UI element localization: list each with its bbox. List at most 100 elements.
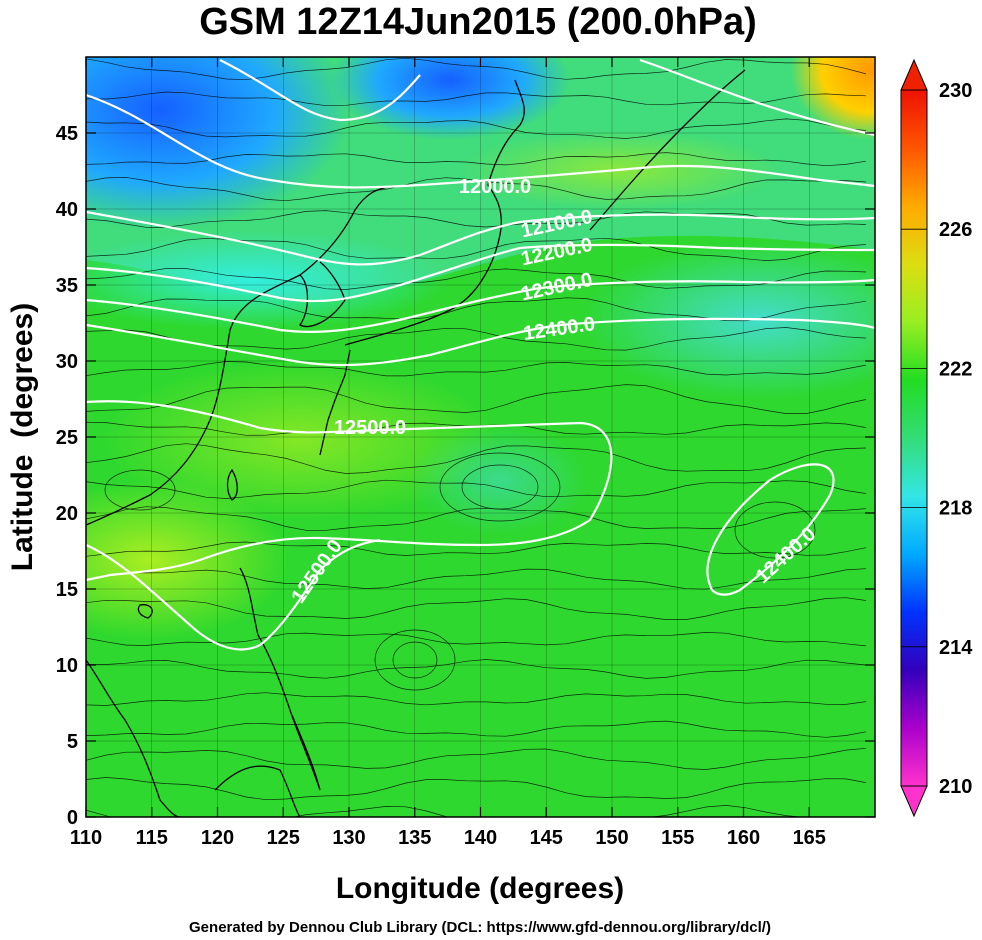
contour-label-12500: 12500.0 — [334, 417, 406, 439]
colorbar: 210 214 218 222 226 230 — [900, 58, 973, 818]
streamline — [86, 805, 804, 817]
contour-12000-north — [219, 59, 421, 122]
streamline — [86, 384, 867, 414]
x-axis-ticks: 110 115 120 125 130 135 140 145 150 155 160 165 — [70, 57, 826, 849]
contour-12000-ne — [639, 58, 875, 137]
streamline — [86, 91, 867, 107]
streamline — [86, 692, 867, 706]
coastlines — [86, 69, 746, 817]
streamline — [86, 237, 867, 261]
y-tick-label: 35 — [56, 275, 78, 297]
x-tick-label: 130 — [332, 827, 365, 849]
colorbar-tick-label: 230 — [939, 80, 972, 102]
colorbar-tick-label: 218 — [939, 498, 972, 520]
y-tick-label: 45 — [56, 123, 78, 145]
y-tick-label: 40 — [56, 199, 78, 221]
contour-12000 — [86, 93, 875, 189]
streamline-eddy — [392, 641, 438, 679]
footer-credit: Generated by Dennou Club Library (DCL: h… — [189, 919, 771, 936]
coastline-taiwan — [226, 468, 238, 501]
x-tick-label: 135 — [398, 827, 431, 849]
streamline — [86, 118, 867, 139]
y-tick-label: 5 — [67, 731, 78, 753]
streamline — [86, 297, 867, 322]
streamline — [86, 152, 867, 167]
field-cyan-high — [410, 425, 590, 535]
streamline-eddy — [104, 469, 176, 511]
contour-12500-south — [86, 538, 381, 651]
x-tick-label: 120 — [201, 827, 234, 849]
height-contours — [86, 58, 875, 651]
field-blue-nw — [86, 57, 350, 230]
streamline — [86, 632, 867, 647]
plot-field — [86, 57, 875, 817]
colorbar-body — [900, 89, 928, 787]
streamline-eddy — [461, 464, 539, 510]
streamline — [86, 479, 867, 499]
y-tick-label: 25 — [56, 427, 78, 449]
streamline — [86, 361, 867, 377]
streamline — [86, 506, 867, 531]
field-yellowgreen-c — [100, 360, 500, 520]
colorbar-bottom-arrow — [900, 785, 928, 818]
colorbar-tick-label: 222 — [939, 358, 972, 380]
streamline — [86, 443, 867, 474]
streamline-eddy — [439, 452, 561, 522]
coastline-japan — [344, 79, 525, 346]
coastline-borneo — [214, 765, 301, 817]
x-tick-label: 165 — [793, 827, 826, 849]
y-tick-label: 0 — [67, 807, 78, 829]
streamline — [86, 777, 867, 801]
streamline — [86, 210, 867, 228]
x-tick-label: 155 — [661, 827, 694, 849]
x-tick-label: 110 — [70, 827, 102, 849]
streamline — [86, 57, 867, 81]
colorbar-tick-label: 210 — [939, 776, 972, 798]
x-tick-label: 160 — [727, 827, 760, 849]
coastline-vietnam — [86, 659, 181, 817]
x-tick-label: 115 — [136, 827, 168, 849]
y-axis-ticks: 0 5 10 15 20 25 30 35 40 45 — [56, 123, 875, 829]
field-blue-n — [330, 57, 570, 140]
x-axis-label: Longitude (degrees) — [336, 872, 624, 905]
streamline-eddy — [374, 629, 456, 691]
x-tick-label: 145 — [530, 827, 563, 849]
coastline-philippines — [239, 567, 321, 791]
field-orange-ne — [790, 57, 875, 140]
y-tick-label: 20 — [56, 503, 78, 525]
contour-label-12000: 12000.0 — [459, 176, 531, 198]
colorbar-tick-label: 226 — [939, 219, 972, 241]
contour-12500 — [86, 400, 613, 582]
coastline-hainan — [137, 604, 153, 619]
streamline — [86, 597, 867, 620]
contour-12200 — [86, 243, 875, 303]
field-cyan-zone — [86, 230, 450, 330]
field-yellowgreen-w — [86, 480, 290, 640]
contour-12400 — [86, 317, 875, 367]
colorbar-ticks: 210 214 218 222 226 230 — [901, 80, 973, 798]
y-axis-label: Latitude (degrees) — [6, 303, 39, 571]
streamline — [86, 747, 867, 770]
streamline — [86, 541, 867, 557]
y-tick-label: 30 — [56, 351, 78, 373]
x-tick-label: 125 — [267, 827, 300, 849]
coastline-china — [86, 185, 396, 526]
streamline — [86, 177, 867, 202]
x-tick-label: 150 — [595, 827, 628, 849]
streamline — [86, 268, 867, 290]
contour-12400-east — [706, 463, 835, 596]
colorbar-tick-label: 214 — [939, 637, 973, 659]
chart-title: GSM 12Z14Jun2015 (200.0hPa) — [199, 1, 757, 43]
y-tick-label: 10 — [56, 655, 78, 677]
y-tick-label: 15 — [56, 579, 78, 601]
streamline — [86, 720, 867, 738]
streamline-eddy — [734, 501, 816, 559]
x-tick-label: 140 — [464, 827, 497, 849]
colorbar-top-arrow — [900, 58, 928, 91]
contour-12100 — [86, 210, 875, 266]
coastline-korea — [299, 261, 346, 327]
streamline — [86, 568, 867, 590]
contour-12300 — [86, 278, 875, 333]
streamline — [86, 659, 867, 679]
